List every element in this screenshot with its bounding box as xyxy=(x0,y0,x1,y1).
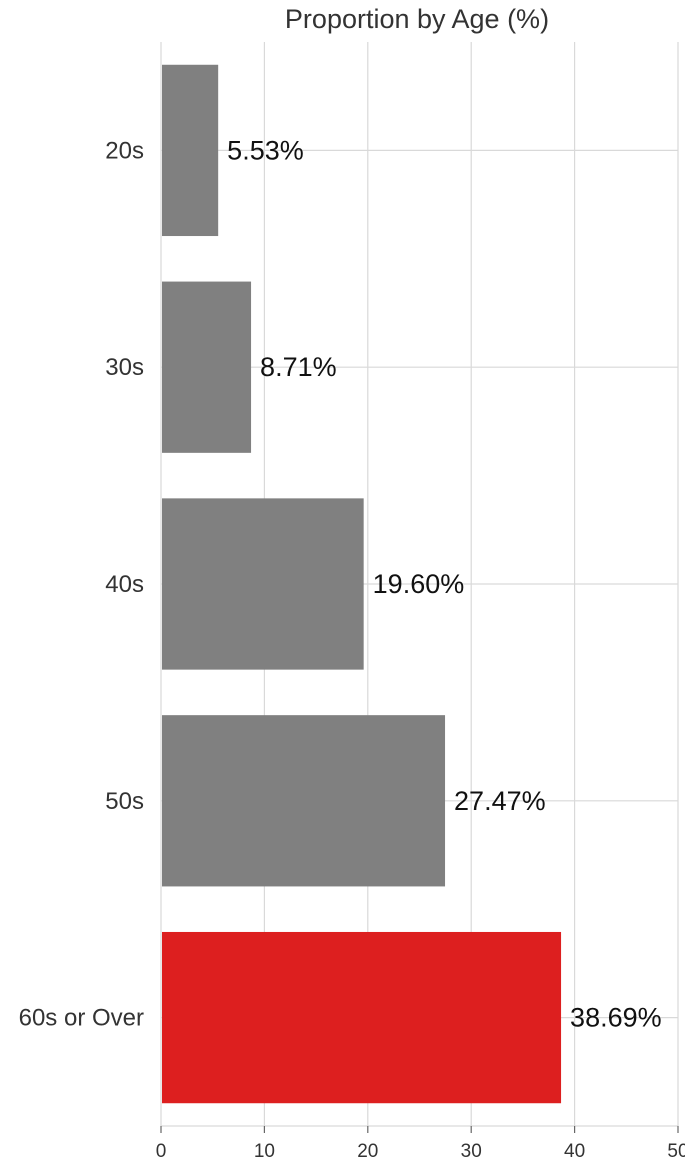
data-label: 8.71% xyxy=(260,352,337,382)
bar-50s xyxy=(162,715,446,887)
x-tick-label: 10 xyxy=(254,1141,275,1162)
x-tick-label: 0 xyxy=(156,1141,167,1162)
data-label: 5.53% xyxy=(227,135,304,165)
x-tick-label: 40 xyxy=(564,1141,585,1162)
category-labels: 20s 30s 40s 50s 60s or Over xyxy=(19,137,144,1031)
bars xyxy=(162,64,562,1104)
bar-20s xyxy=(162,64,219,237)
data-label: 19.60% xyxy=(373,569,465,599)
bar-60s-or-over xyxy=(162,931,562,1104)
chart-title: Proportion by Age (%) xyxy=(285,4,549,34)
x-tick-label: 20 xyxy=(357,1141,378,1162)
category-label: 20s xyxy=(105,137,144,164)
category-label: 30s xyxy=(105,354,144,381)
bar-30s xyxy=(162,281,252,453)
category-label: 40s xyxy=(105,571,144,598)
x-tick-label: 30 xyxy=(461,1141,482,1162)
data-labels: 5.53% 8.71% 19.60% 27.47% 38.69% xyxy=(227,135,661,1032)
x-axis: 0 10 20 30 40 50 xyxy=(156,1126,685,1162)
data-label: 27.47% xyxy=(454,786,546,816)
category-label: 60s or Over xyxy=(19,1005,144,1032)
data-label: 38.69% xyxy=(570,1003,662,1033)
bar-40s xyxy=(162,498,364,670)
category-label: 50s xyxy=(105,788,144,815)
x-tick-label: 50 xyxy=(667,1141,685,1162)
